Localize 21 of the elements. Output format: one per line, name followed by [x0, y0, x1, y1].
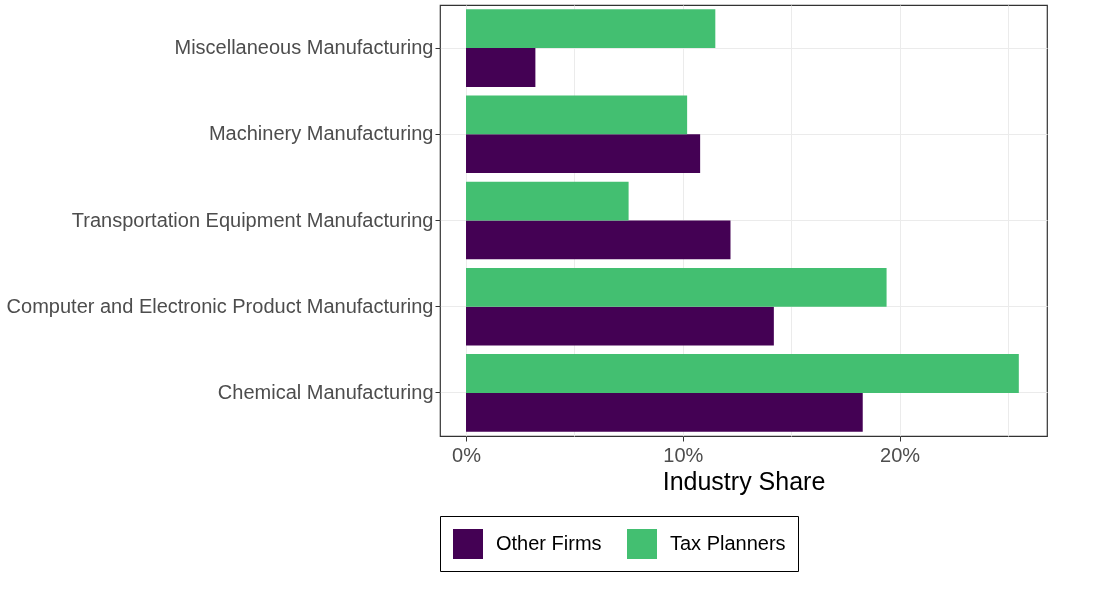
x-axis-title: Industry Share [662, 466, 826, 495]
bar [466, 134, 701, 174]
bar [466, 220, 731, 260]
bar [466, 354, 1019, 393]
bar [466, 306, 774, 346]
x-tick-label: 0% [452, 443, 482, 466]
bar [466, 48, 536, 87]
y-tick-label: Chemical Manufacturing [217, 380, 434, 403]
y-tick-label: Transportation Equipment Manufacturing [71, 208, 434, 231]
bar [466, 95, 688, 135]
y-tick-label: Machinery Manufacturing [208, 122, 434, 145]
bar [466, 267, 887, 307]
bar [466, 9, 716, 49]
x-tick-label: 10% [663, 443, 704, 466]
x-tick-label: 20% [880, 443, 921, 466]
y-tick-label: Computer and Electronic Product Manufacturing [6, 294, 434, 317]
bar [466, 392, 863, 432]
y-tick-label: Miscellaneous Manufacturing [174, 36, 434, 59]
legend-label: Other Firms [496, 532, 602, 554]
bar [466, 181, 629, 221]
legend-label: Tax Planners [670, 532, 786, 554]
